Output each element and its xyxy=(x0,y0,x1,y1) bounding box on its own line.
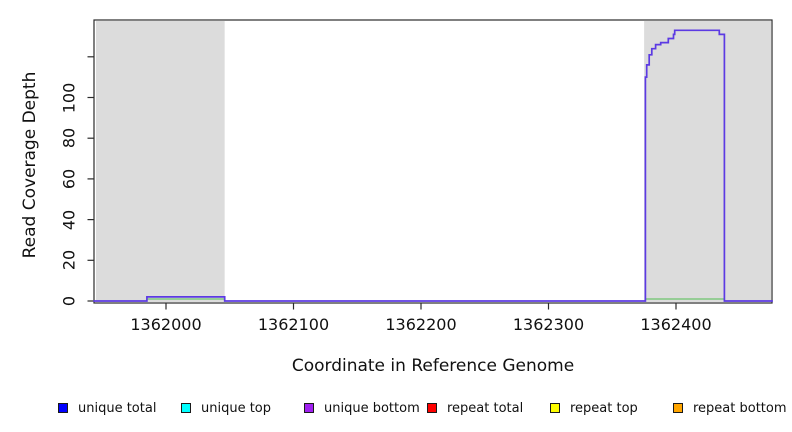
legend-item-repeat-top: repeat top xyxy=(550,400,638,416)
legend-label: unique top xyxy=(201,400,272,416)
legend-item-unique-top: unique top xyxy=(181,400,272,416)
legend-label: repeat top xyxy=(570,400,638,416)
y-axis-title: Read Coverage Depth xyxy=(20,71,40,259)
legend-label: unique bottom xyxy=(324,400,420,416)
y-tick-label: 60 xyxy=(59,168,79,190)
legend-swatch-icon xyxy=(304,403,314,413)
coverage-line xyxy=(93,29,773,302)
y-tick-label: 0 xyxy=(59,295,79,307)
x-axis-title: Coordinate in Reference Genome xyxy=(291,356,575,376)
legend-item-unique-total: unique total xyxy=(58,400,157,416)
y-tick-label: 100 xyxy=(59,82,79,113)
y-tick-label: 20 xyxy=(59,250,79,271)
shaded-region xyxy=(644,20,772,303)
x-tick-label: 1362400 xyxy=(640,315,712,334)
legend-swatch-icon xyxy=(673,403,683,413)
legend-swatch-icon xyxy=(427,403,437,413)
shaded-region xyxy=(96,20,225,303)
x-tick-label: 1362000 xyxy=(130,315,202,334)
legend-swatch-icon xyxy=(550,403,560,413)
x-tick-label: 1362200 xyxy=(385,315,457,334)
legend-item-repeat-bottom: repeat bottom xyxy=(673,400,787,416)
legend-swatch-icon xyxy=(181,403,191,413)
legend-swatch-icon xyxy=(58,403,68,413)
x-tick-label: 1362300 xyxy=(512,315,585,334)
legend-label: repeat bottom xyxy=(693,400,787,416)
y-tick-label: 40 xyxy=(59,209,79,230)
x-tick-label: 1362100 xyxy=(257,315,330,334)
legend-item-repeat-total: repeat total xyxy=(427,400,524,416)
legend-label: repeat total xyxy=(447,400,524,416)
y-tick-label: 80 xyxy=(59,128,79,149)
legend-label: unique total xyxy=(78,400,157,416)
plot-frame xyxy=(93,19,773,304)
legend-item-unique-bottom: unique bottom xyxy=(304,400,420,416)
